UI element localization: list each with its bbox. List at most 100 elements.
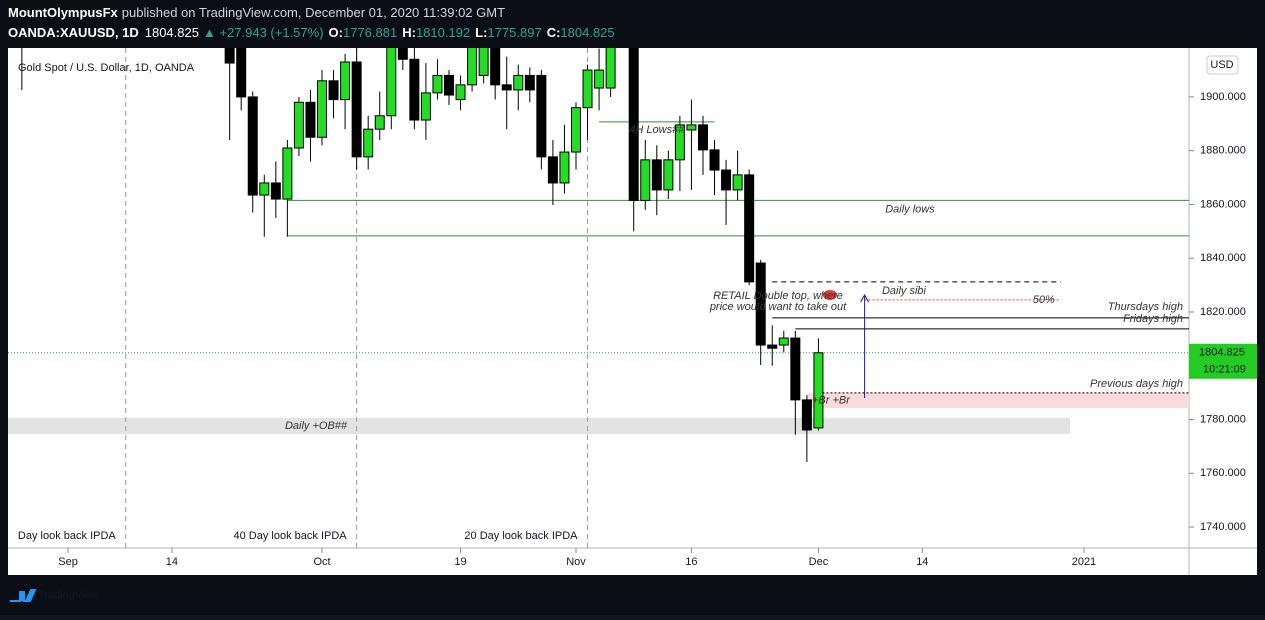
ohlc-value: 1810.192 <box>416 25 470 40</box>
x-tick-label: Sep <box>58 556 78 568</box>
candle-body <box>247 96 258 196</box>
look-back-label: 40 Day look back IPDA <box>234 530 348 542</box>
ohlc-value: 1775.897 <box>487 25 541 40</box>
y-tick-label: 1740.000 <box>1200 521 1246 533</box>
plot <box>8 48 1189 548</box>
candle-body <box>709 149 720 171</box>
candle-body <box>397 48 408 60</box>
candle-body <box>582 69 593 109</box>
brand: TradingView <box>38 589 99 601</box>
candle-body <box>317 80 328 138</box>
candle-body <box>467 48 478 86</box>
candle-body <box>570 107 581 153</box>
change: ▲ +27.943 (+1.57%) <box>203 25 324 40</box>
zone-label: +Br +Br <box>812 394 851 406</box>
y-tick-label: 1860.000 <box>1200 198 1246 210</box>
footer: TradingView <box>10 589 99 602</box>
candle-body <box>640 159 651 201</box>
arrow-head <box>860 294 870 303</box>
candle-body <box>801 399 812 431</box>
x-tick-label: Nov <box>566 556 586 568</box>
chart-title: Gold Spot / U.S. Dollar, 1D, OANDA <box>18 62 195 74</box>
plot-area <box>8 48 1189 548</box>
candle-body <box>605 48 616 89</box>
x-tick-label: Oct <box>313 556 330 568</box>
zone <box>806 392 1189 408</box>
y-tick-label: 1780.000 <box>1200 413 1246 425</box>
candle-body <box>813 352 824 429</box>
level-label: Previous days high <box>1090 378 1183 390</box>
ohlc-label: C: <box>547 25 561 40</box>
ohlc-label: O: <box>329 25 343 40</box>
y-tick-label: 1900.000 <box>1200 91 1246 103</box>
candle-body <box>259 182 270 196</box>
candle-body <box>409 58 420 121</box>
logo <box>10 589 37 602</box>
level-label: 50% <box>1033 294 1055 306</box>
y-tick-label: 1840.000 <box>1200 252 1246 264</box>
ohlc-label: L: <box>475 25 487 40</box>
level-label: Daily sibi <box>882 285 927 297</box>
candle-body <box>443 74 454 96</box>
candle-body <box>490 48 501 86</box>
candle-body <box>778 337 789 346</box>
look-back-label: 20 Day look back IPDA <box>464 530 578 542</box>
price-axis <box>1189 48 1257 548</box>
candle-body <box>478 48 489 76</box>
countdown: 10:21:09 <box>1203 364 1246 376</box>
candle-body <box>536 74 547 158</box>
candle-body <box>432 74 443 94</box>
candle-body <box>282 147 293 200</box>
y-tick-label: 1880.000 <box>1200 145 1246 157</box>
price-badge <box>1189 343 1257 379</box>
candle-body <box>363 128 374 158</box>
candle-body <box>651 159 662 191</box>
candle-body <box>721 169 732 191</box>
zone <box>8 417 1071 435</box>
candle-body <box>686 124 697 131</box>
candle-body <box>236 48 247 98</box>
level-label: Thursdays high <box>1108 301 1183 313</box>
candle-body <box>697 124 708 151</box>
candle-body <box>767 344 778 349</box>
x-tick-label: Dec <box>809 556 829 568</box>
ohlc-label: H: <box>402 25 416 40</box>
time-axis <box>8 548 1257 575</box>
candle-body <box>420 92 431 121</box>
candle-body <box>293 101 304 149</box>
zone-label: Daily +OB## <box>285 420 348 432</box>
candle-body <box>351 61 362 158</box>
candle-body <box>305 101 316 138</box>
candle-body <box>513 74 524 91</box>
candle-body <box>270 182 281 200</box>
note: price would want to take out <box>709 301 847 313</box>
ohlc-value: 1804.825 <box>560 25 614 40</box>
x-tick-label: 19 <box>454 556 466 568</box>
currency-box <box>1206 55 1239 75</box>
last-price: 1804.825 <box>145 25 199 40</box>
level-label: Fridays high <box>1123 313 1183 325</box>
icon <box>823 290 837 300</box>
candle-body <box>663 159 674 191</box>
x-tick-label: 14 <box>166 556 178 568</box>
symbol-line: OANDA:XAUUSD, 1D 1804.825 ▲ +27.943 (+1.57… <box>8 25 615 40</box>
author: MountOlympusFx <box>8 5 119 20</box>
symbol: OANDA:XAUUSD, 1D <box>8 25 139 40</box>
candle-body <box>524 74 535 91</box>
candle-body <box>224 48 235 64</box>
candle-body <box>455 84 466 101</box>
look-back-label: Day look back IPDA <box>18 530 116 542</box>
level-label: Daily lows <box>885 203 935 215</box>
y-tick-label: 1760.000 <box>1200 467 1246 479</box>
candle-body <box>732 174 743 191</box>
x-tick-label: 16 <box>685 556 697 568</box>
candle-body <box>674 124 685 161</box>
candle-body <box>328 80 339 101</box>
candle-body <box>374 115 385 130</box>
x-tick-label: 14 <box>916 556 928 568</box>
currency: USD <box>1210 59 1233 71</box>
candle-body <box>594 69 605 89</box>
candle-body <box>559 151 570 184</box>
candle-body <box>501 84 512 91</box>
